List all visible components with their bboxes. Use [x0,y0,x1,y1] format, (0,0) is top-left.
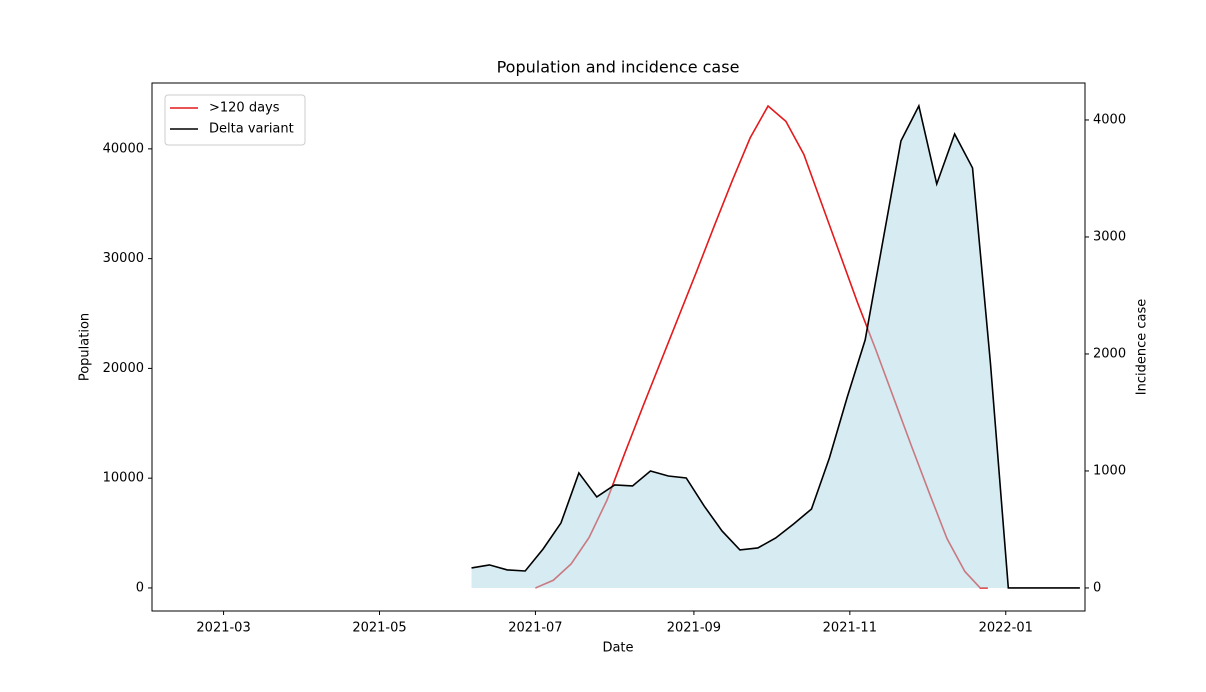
legend: >120 days Delta variant [164,94,306,146]
x-tick-label: 2021-03 [196,621,250,636]
legend-box [164,94,306,146]
y-axis-label: Population [78,313,93,381]
legend-label: Delta variant [209,122,294,137]
y2-tick-label: 1000 [1093,463,1126,478]
legend-label: >120 days [209,101,280,116]
x-axis-label: Date [602,641,633,656]
x-tick-label: 2021-11 [823,621,877,636]
y-tick-label: 40000 [103,141,144,156]
y2-axis-label: Incidence case [1135,299,1150,395]
x-tick-label: 2021-07 [508,621,562,636]
y-tick-label: 0 [136,580,144,595]
y-tick-label: 30000 [103,251,144,266]
y2-tick-label: 3000 [1093,229,1126,244]
x-tick-label: 2022-01 [979,621,1033,636]
plot-frame [151,82,1086,612]
x-tick-label: 2021-09 [667,621,721,636]
y-tick-label: 20000 [103,361,144,376]
chart-title: Population and incidence case [497,58,740,77]
series-line [471,103,1080,589]
y2-tick-label: 4000 [1093,112,1126,127]
y2-tick-label: 0 [1093,580,1101,595]
y-tick-label: 10000 [103,471,144,486]
y2-tick-label: 2000 [1093,346,1126,361]
x-tick-label: 2021-05 [352,621,406,636]
area-fill [471,105,1080,588]
